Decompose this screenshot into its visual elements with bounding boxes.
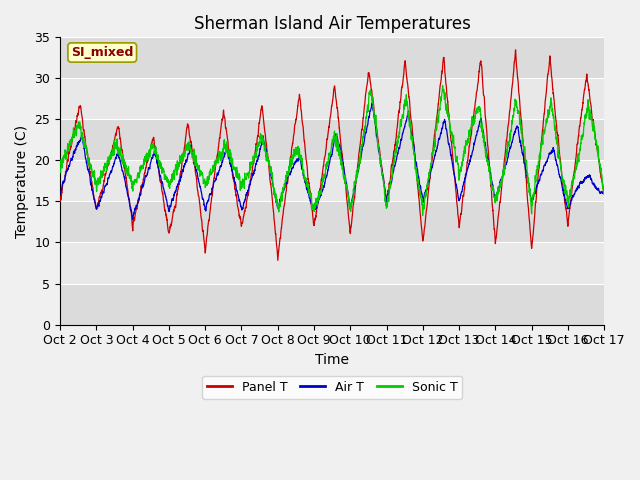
Panel T — [512, 47, 520, 53]
Panel T — [274, 257, 282, 263]
Sonic T — [439, 83, 447, 88]
Sonic T — [56, 166, 64, 171]
Sonic T — [600, 189, 608, 195]
Panel T — [600, 191, 608, 196]
Air T — [600, 190, 608, 196]
Air T — [600, 191, 608, 196]
Air T — [368, 100, 376, 106]
Panel T — [208, 193, 216, 199]
Panel T — [56, 198, 64, 204]
Air T — [209, 186, 216, 192]
Sonic T — [385, 190, 393, 195]
Panel T — [549, 86, 557, 92]
Air T — [549, 147, 557, 153]
Text: SI_mixed: SI_mixed — [71, 46, 133, 59]
Y-axis label: Temperature (C): Temperature (C) — [15, 124, 29, 238]
Panel T — [600, 191, 608, 197]
Sonic T — [600, 188, 608, 194]
Air T — [173, 184, 180, 190]
Line: Sonic T: Sonic T — [60, 85, 604, 216]
Bar — [60, 284, 604, 324]
Line: Panel T: Panel T — [60, 50, 604, 260]
Panel T — [385, 180, 393, 186]
Sonic T — [395, 135, 403, 141]
Air T — [385, 188, 393, 193]
Sonic T — [208, 170, 216, 176]
Bar — [60, 120, 604, 160]
Panel T — [173, 192, 180, 198]
Sonic T — [173, 170, 180, 176]
Sonic T — [419, 213, 426, 218]
Line: Air T: Air T — [60, 103, 604, 219]
Bar — [60, 202, 604, 242]
Bar — [60, 37, 604, 78]
Legend: Panel T, Air T, Sonic T: Panel T, Air T, Sonic T — [202, 376, 462, 399]
Sonic T — [549, 112, 557, 118]
Panel T — [395, 109, 403, 115]
X-axis label: Time: Time — [315, 353, 349, 367]
Air T — [56, 190, 64, 196]
Air T — [129, 216, 136, 222]
Air T — [395, 145, 403, 151]
Title: Sherman Island Air Temperatures: Sherman Island Air Temperatures — [194, 15, 470, 33]
